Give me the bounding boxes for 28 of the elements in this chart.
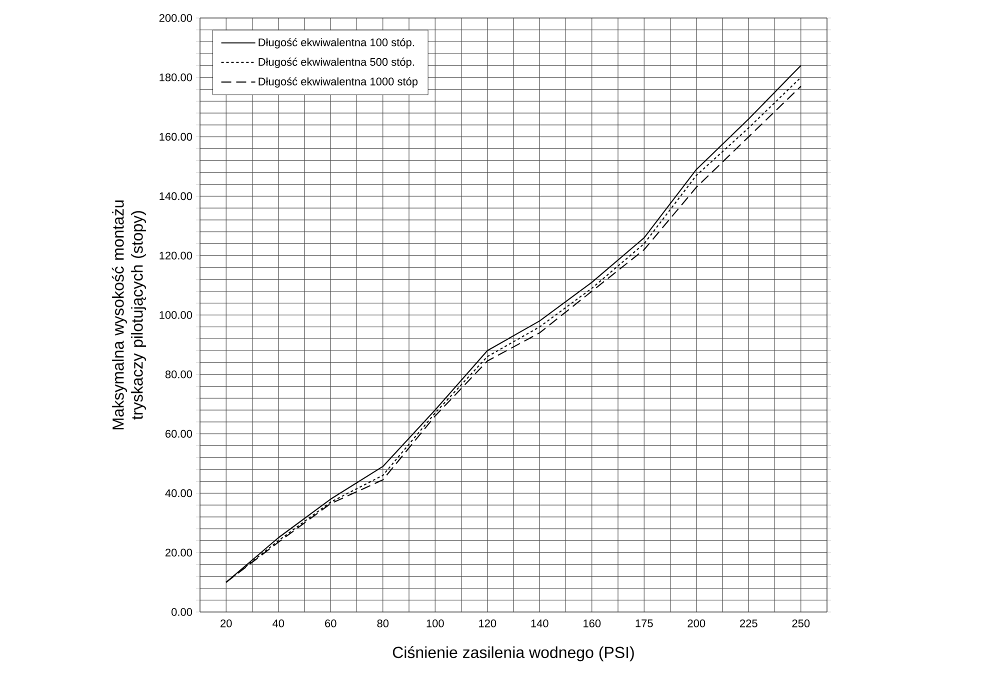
y-tick-label: 160.00 [160,132,192,141]
x-tick-label: 80 [377,620,389,628]
x-tick-label: 225 [740,620,758,628]
y-tick-label: 40.00 [165,489,192,498]
y-tick-label: 140.00 [160,192,192,200]
y-tick-label: 0.00 [172,608,192,616]
y-tick-label: 80.00 [165,370,192,378]
y-tick-label: 180.00 [160,73,192,82]
x-tick-label: 40 [272,620,284,628]
x-tick-label: 175 [636,620,653,628]
x-tick-label: 250 [792,620,810,628]
x-axis-title: Ciśnienie zasilenia wodnego (PSI) [392,646,634,662]
legend-label: Długość ekwiwalentna 1000 stóp [258,77,418,88]
y-tick-label: 60.00 [166,430,192,438]
x-tick-label: 20 [220,620,232,628]
y-tick-label: 200.00 [159,14,192,22]
x-tick-label: 120 [479,620,496,628]
legend-label: Długość ekwiwalentna 100 stóp. [258,38,414,48]
x-tick-label: 100 [426,620,444,628]
y-tick-label: 20.00 [166,548,192,556]
x-tick-label: 160 [584,620,601,628]
x-tick-label: 60 [325,620,336,628]
x-tick-label: 140 [531,620,548,628]
y-axis-title: Maksymalna wysokość montażu tryskaczy pilotujących (stopy) [112,200,146,430]
x-tick-label: 200 [688,620,706,628]
y-tick-label: 100.00 [160,311,192,319]
legend-label: Długość ekwiwalentna 500 stóp. [258,58,414,68]
y-tick-label: 120.00 [160,252,192,260]
